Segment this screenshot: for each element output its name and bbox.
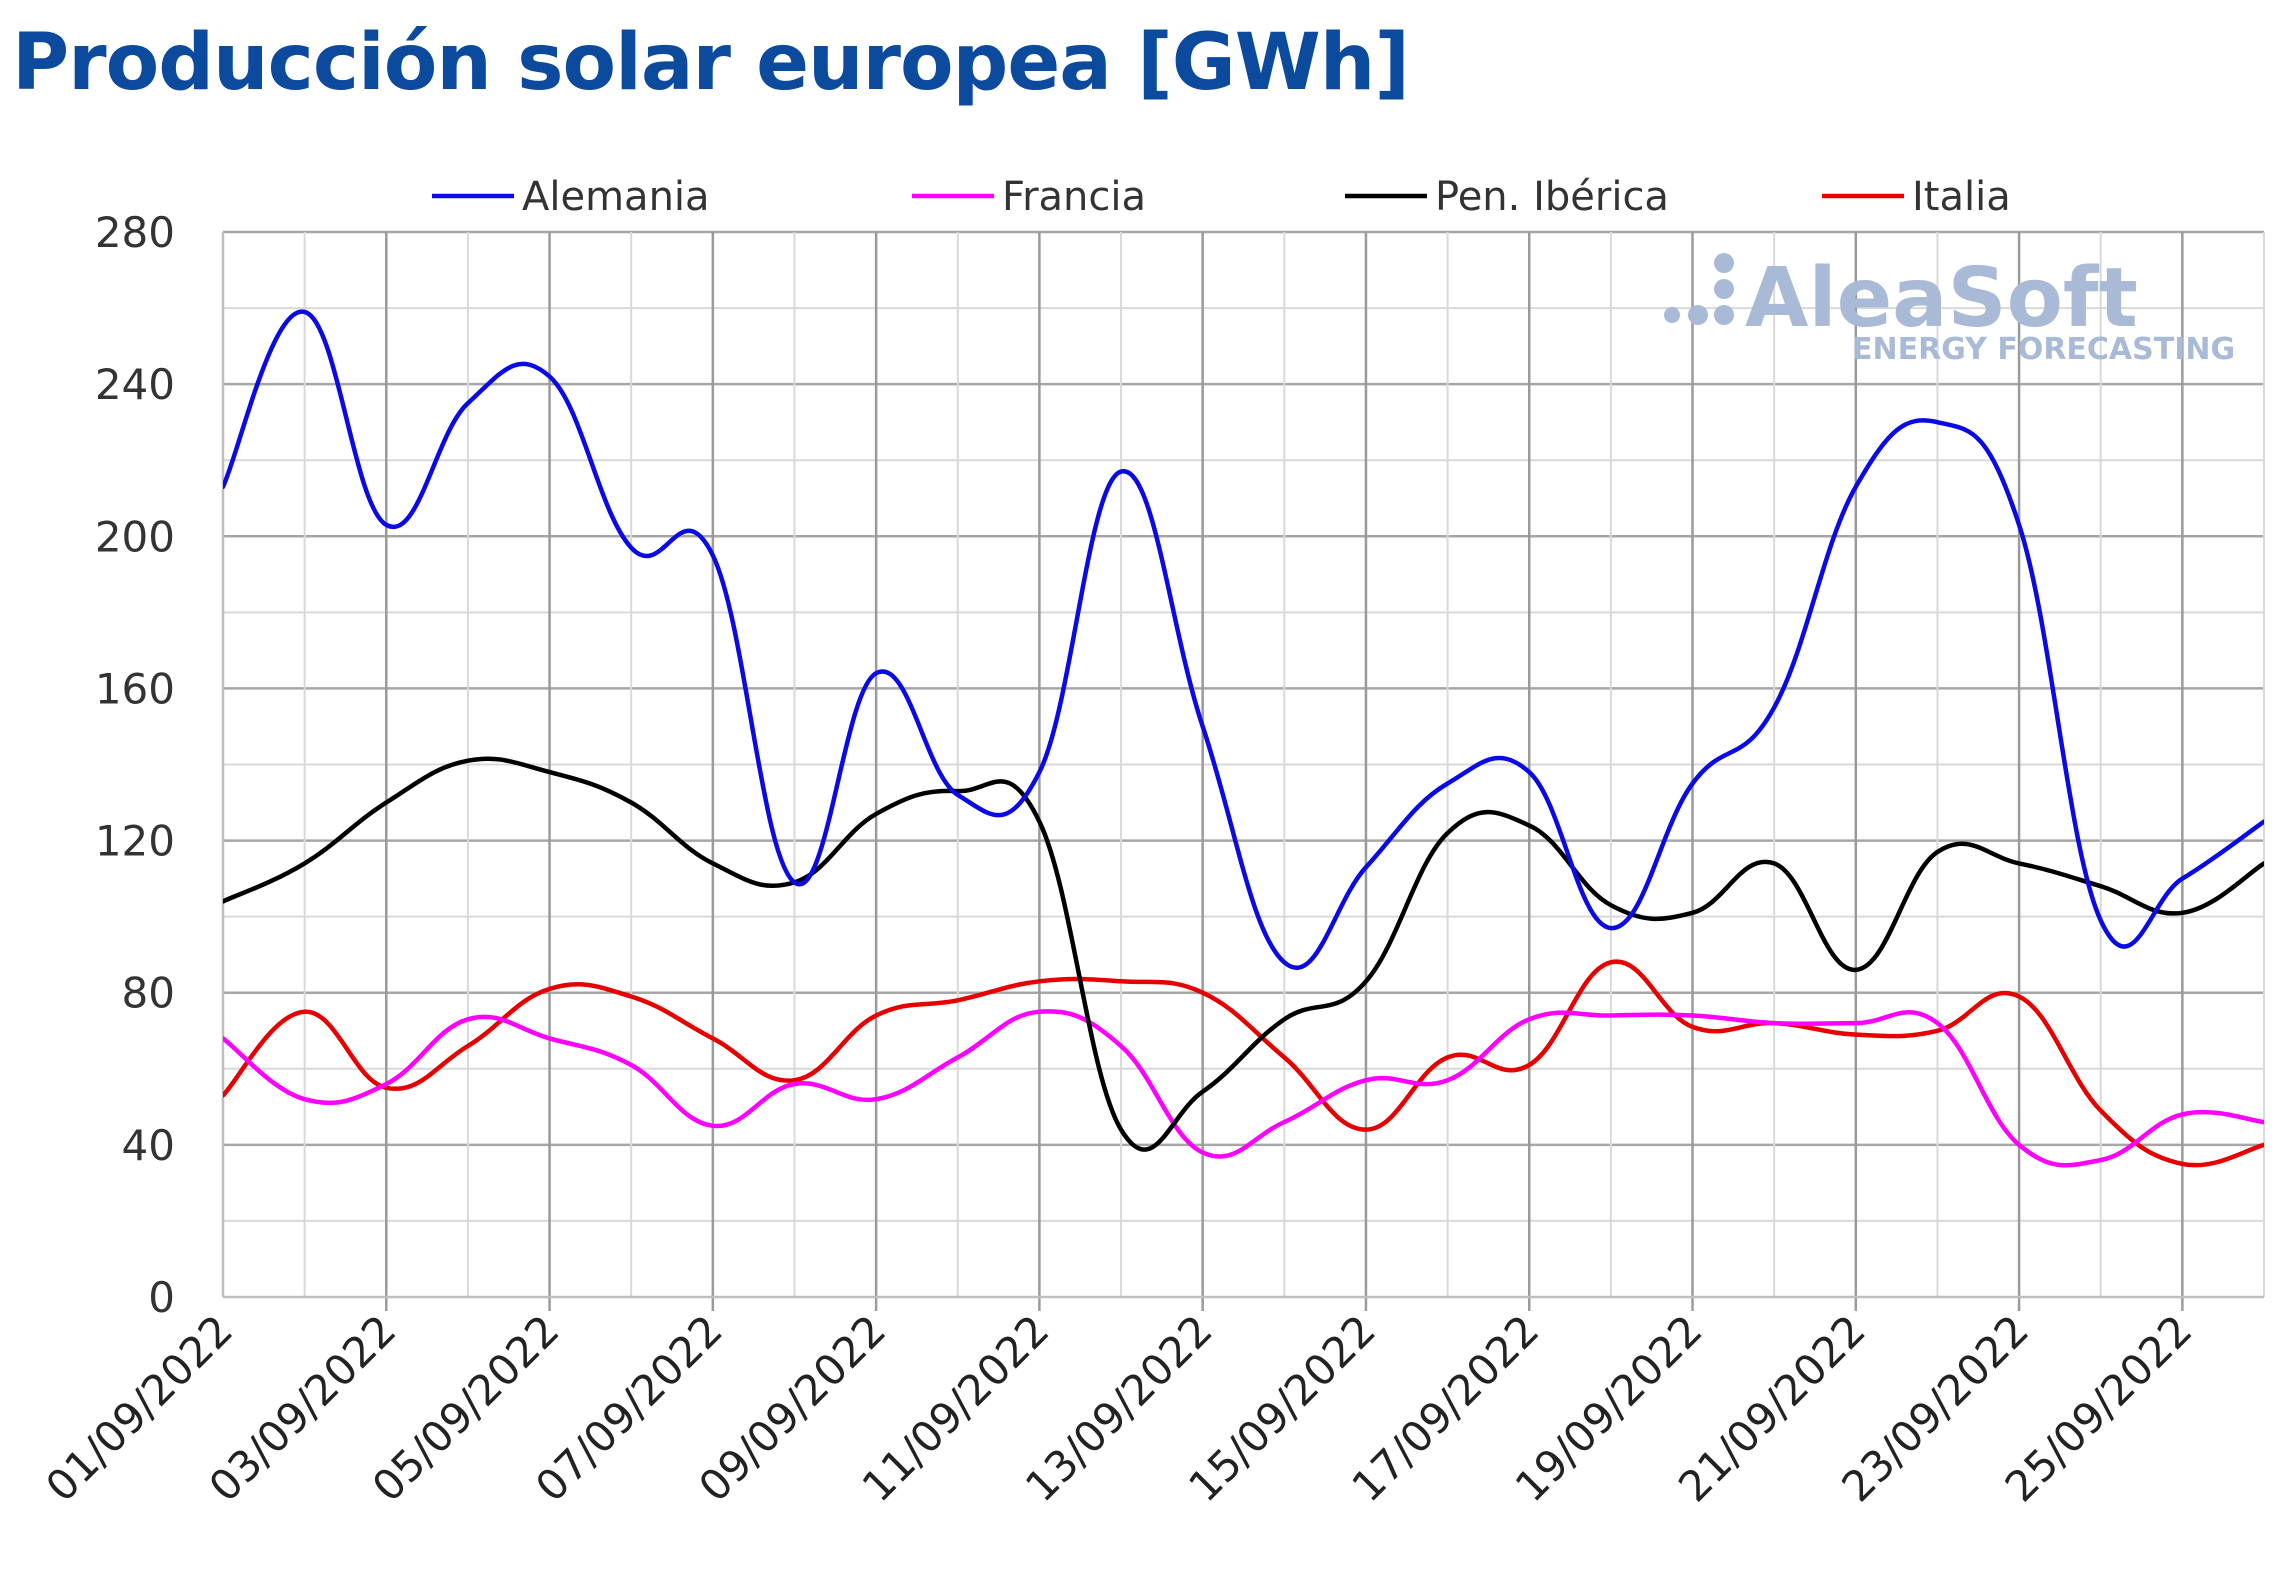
watermark-tagline: ENERGY FORECASTING xyxy=(1852,332,2235,367)
y-tick-label: 40 xyxy=(122,1121,175,1170)
series-lines xyxy=(223,309,2264,1168)
y-tick-label: 200 xyxy=(95,512,175,561)
legend: Alemania Francia Pen. Ibérica Italia xyxy=(432,174,2011,220)
series-line-alemania xyxy=(223,309,2264,970)
series-line-italia xyxy=(223,959,2264,1168)
aleasoft-dots-icon xyxy=(1664,253,1734,325)
grid xyxy=(223,230,2265,1311)
series-line-pen-iberica xyxy=(223,756,2264,1152)
y-tick-label: 160 xyxy=(95,664,175,713)
chart-title: Producción solar europea [GWh] xyxy=(12,18,1410,108)
watermark-brand: AleaSoft xyxy=(1745,251,2138,346)
legend-label-francia: Francia xyxy=(1002,174,1146,220)
y-tick-label: 240 xyxy=(95,360,175,409)
y-tick-label: 120 xyxy=(95,817,175,866)
watermark-logo: AleaSoft ENERGY FORECASTING xyxy=(1664,251,2235,367)
legend-label-italia: Italia xyxy=(1912,174,2011,220)
y-tick-label: 0 xyxy=(148,1273,175,1322)
y-tick-label: 80 xyxy=(122,969,175,1018)
series-line-francia xyxy=(223,1009,2264,1168)
y-tick-label: 280 xyxy=(95,208,175,257)
legend-label-pen-iberica: Pen. Ibérica xyxy=(1435,174,1669,220)
legend-label-alemania: Alemania xyxy=(522,174,710,220)
